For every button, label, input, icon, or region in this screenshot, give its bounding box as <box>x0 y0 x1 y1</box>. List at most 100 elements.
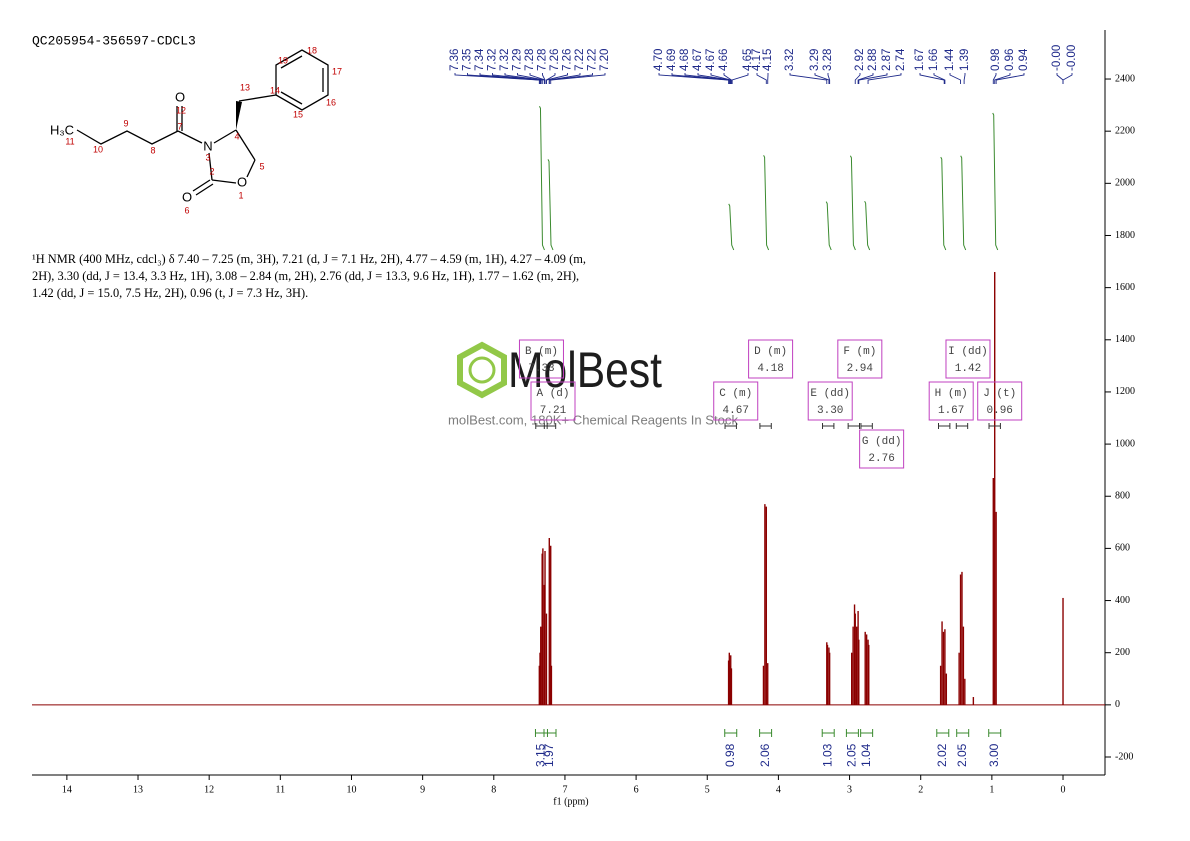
peak-label: 4.68 <box>679 49 691 71</box>
atom-number: 18 <box>307 45 317 55</box>
peak-label: -0.00 <box>1066 45 1078 71</box>
multiplet-value: 3.30 <box>817 405 843 417</box>
peak-label: 7.22 <box>587 49 599 71</box>
peak-label-connector <box>731 73 749 84</box>
bond <box>280 91 303 105</box>
integral-curve <box>763 155 770 251</box>
peak-label: 2.88 <box>867 49 879 71</box>
y-tick-label: 2200 <box>1115 125 1135 136</box>
peak-label: 7.20 <box>599 49 611 71</box>
benzene-ring <box>275 49 329 111</box>
peak-label-connector <box>684 73 731 84</box>
peak-label-connector <box>814 73 830 84</box>
atom-number: 19 <box>278 55 288 65</box>
peak-label: 2.87 <box>881 49 893 71</box>
peak-label: 4.67 <box>705 49 717 71</box>
bond <box>177 130 203 144</box>
multiplet-name: I (dd) <box>948 346 988 358</box>
peak-label: 4.69 <box>666 49 678 71</box>
x-tick-label: 13 <box>133 784 143 795</box>
peak-label-connector <box>854 73 861 84</box>
multiplet-name: F (m) <box>843 346 876 358</box>
integral-label: 0.98 <box>723 743 737 767</box>
atom-label: N <box>203 138 212 153</box>
x-tick-label: 7 <box>562 784 567 795</box>
peak-label-connector <box>1056 73 1064 84</box>
y-tick-label: 1800 <box>1115 230 1135 241</box>
peak-label-connector <box>723 73 732 84</box>
multiplet-box <box>837 339 883 379</box>
peak-label: 7.22 <box>574 49 586 71</box>
y-tick-label: 200 <box>1115 647 1130 658</box>
peak-label: 4.17 <box>751 49 763 71</box>
atom-label: O <box>237 174 247 189</box>
atom-number: 11 <box>65 136 74 146</box>
multiplet-value: 1.42 <box>955 363 981 375</box>
integral-label: 1.04 <box>859 743 873 767</box>
bond <box>192 179 211 192</box>
chain-bond <box>76 129 179 145</box>
peak-label: 7.32 <box>499 49 511 71</box>
bond <box>238 94 277 102</box>
peak-label: 4.15 <box>762 49 774 71</box>
peak-label: 4.67 <box>692 49 704 71</box>
peak-label-connector <box>454 73 540 84</box>
peak-label: 7.32 <box>487 49 499 71</box>
peak-label: -0.00 <box>1051 45 1063 71</box>
y-tick-label: 1000 <box>1115 438 1135 449</box>
integral-range <box>821 729 835 737</box>
integral-range <box>724 729 738 737</box>
atom-number: 2 <box>209 166 214 176</box>
peak-label: 7.28 <box>537 49 549 71</box>
x-tick-label: 14 <box>62 784 72 795</box>
integral-curve <box>849 155 856 251</box>
bond <box>208 152 213 181</box>
multiplet-box <box>945 339 991 379</box>
peak-label-connector <box>994 73 1011 84</box>
peak-label: 0.94 <box>1018 48 1030 71</box>
integral-curve <box>539 106 545 251</box>
atom-number: 5 <box>259 161 264 171</box>
peak-label: 7.35 <box>462 49 474 71</box>
wedge-bond <box>236 101 242 130</box>
peak-label-connector <box>542 73 546 84</box>
integral-range <box>956 729 970 737</box>
atom-label: O <box>175 89 185 104</box>
atom-number: 10 <box>93 144 103 154</box>
multiplet-value: 7.33 <box>528 363 554 375</box>
atom-number: 16 <box>326 97 336 107</box>
peak-label-connector <box>933 73 946 84</box>
peak-label-connector <box>949 73 962 84</box>
x-tick-label: 4 <box>776 784 781 795</box>
integral-range <box>543 729 557 737</box>
integral-range <box>860 729 874 737</box>
bond <box>280 55 303 69</box>
integral-curve <box>547 159 554 251</box>
multiplet-box <box>713 381 759 421</box>
atom-number: 1 <box>238 190 243 200</box>
bond <box>211 179 237 184</box>
multiplet-range <box>535 423 548 429</box>
multiplet-range <box>860 423 873 429</box>
multiplet-range <box>759 423 772 429</box>
integral-label: 2.05 <box>955 743 969 767</box>
peak-label-connector <box>545 73 568 84</box>
integral-label: 1.03 <box>820 743 834 767</box>
peak-label: 7.34 <box>474 48 486 71</box>
multiplet-name: E (dd) <box>810 388 850 400</box>
watermark-tagline: molBest.com, 180K+ Chemical Reagents In … <box>448 413 739 427</box>
y-tick-label: 800 <box>1115 491 1130 502</box>
peak-label: 4.66 <box>718 49 730 71</box>
atom-label: H₃C <box>50 122 74 137</box>
integral-label: 2.02 <box>935 743 949 767</box>
peak-label: 0.98 <box>990 49 1002 71</box>
peak-label: 3.28 <box>822 49 834 71</box>
atom-number: 17 <box>332 66 342 76</box>
peak-label-connector <box>1062 73 1073 84</box>
atom-number: 13 <box>240 82 250 92</box>
atom-number: 8 <box>150 145 155 155</box>
multiplet-name: J (t) <box>983 388 1016 400</box>
integral-curve <box>728 203 735 251</box>
peak-label: 7.26 <box>562 49 574 71</box>
atom-number: 3 <box>205 152 210 162</box>
